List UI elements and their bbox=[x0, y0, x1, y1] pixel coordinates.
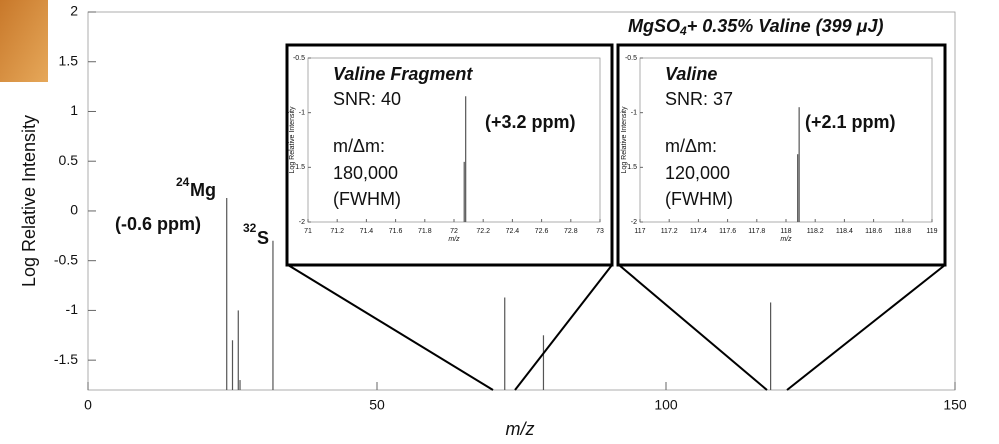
annotation: (FWHM) bbox=[333, 189, 401, 209]
zoom-line bbox=[787, 265, 945, 390]
x-tick-label: 117.4 bbox=[690, 228, 707, 235]
annotation: (FWHM) bbox=[665, 189, 733, 209]
y-tick-label: 0 bbox=[70, 202, 78, 218]
x-tick-label: 100 bbox=[654, 397, 678, 413]
x-tick-label: 117.6 bbox=[719, 228, 736, 235]
title-part: MgSO bbox=[628, 16, 680, 36]
annotation: m/Δm: bbox=[333, 136, 385, 156]
chart-title: MgSO4+ 0.35% Valine (399 μJ) bbox=[628, 16, 883, 38]
y-axis-label: Log Relative Intensity bbox=[19, 115, 39, 287]
y-axis-label: Log Relative Intensity bbox=[621, 106, 628, 173]
y-tick-label: -1 bbox=[299, 110, 305, 117]
zoom-line bbox=[288, 265, 493, 390]
x-tick-label: 71.4 bbox=[360, 228, 374, 235]
annotation: 24 bbox=[176, 175, 190, 189]
annotation: (+3.2 ppm) bbox=[485, 112, 576, 132]
x-tick-label: 118.4 bbox=[836, 228, 853, 235]
x-tick-label: 117.2 bbox=[661, 228, 678, 235]
annotation: SNR: 40 bbox=[333, 89, 401, 109]
x-tick-label: 71.8 bbox=[418, 228, 432, 235]
annotation: S bbox=[257, 228, 269, 248]
x-tick-label: 150 bbox=[943, 397, 967, 413]
annotation: SNR: 37 bbox=[665, 89, 733, 109]
x-tick-label: 72.2 bbox=[476, 228, 490, 235]
x-tick-label: 117 bbox=[634, 228, 645, 235]
x-tick-label: 72.6 bbox=[535, 228, 549, 235]
x-tick-label: 50 bbox=[369, 397, 385, 413]
y-tick-label: 2 bbox=[70, 3, 78, 19]
annotation: 32 bbox=[243, 221, 257, 235]
x-tick-label: 0 bbox=[84, 397, 92, 413]
annotation: Mg bbox=[190, 180, 216, 200]
x-tick-label: 72.4 bbox=[506, 228, 520, 235]
x-tick-label: 73 bbox=[596, 228, 604, 235]
corner-image bbox=[0, 0, 48, 82]
x-axis-label: m/z bbox=[506, 419, 535, 439]
annotation: (+2.1 ppm) bbox=[805, 112, 896, 132]
x-tick-label: 71.2 bbox=[330, 228, 344, 235]
x-tick-label: 117.8 bbox=[748, 228, 765, 235]
x-tick-label: 118.6 bbox=[865, 228, 882, 235]
x-tick-label: 72.8 bbox=[564, 228, 578, 235]
y-tick-label: 1.5 bbox=[59, 52, 79, 68]
x-tick-label: 118.2 bbox=[807, 228, 824, 235]
y-tick-label: 1 bbox=[70, 102, 78, 118]
x-tick-label: 71 bbox=[304, 228, 312, 235]
y-tick-label: -1.5 bbox=[54, 351, 78, 367]
y-tick-label: -1 bbox=[631, 110, 637, 117]
inset-title: Valine Fragment bbox=[333, 64, 473, 84]
y-tick-label: -0.5 bbox=[293, 55, 305, 62]
x-tick-label: 118.8 bbox=[894, 228, 911, 235]
y-tick-label: -0.5 bbox=[54, 251, 78, 267]
y-tick-label: -2 bbox=[631, 219, 637, 226]
x-axis-label: m/z bbox=[448, 236, 460, 243]
inset-title: Valine bbox=[665, 64, 717, 84]
annotation: (-0.6 ppm) bbox=[115, 214, 201, 234]
y-tick-label: -1 bbox=[66, 301, 79, 317]
annotation: 120,000 bbox=[665, 163, 730, 183]
x-tick-label: 119 bbox=[926, 228, 937, 235]
chart: 0 50 100 150 -1.5 -1 -0.5 0 0.5 1 1.5 2 71 71.2 71.4 7… bbox=[0, 0, 999, 444]
x-axis-label: m/z bbox=[780, 236, 792, 243]
annotation: m/Δm: bbox=[665, 136, 717, 156]
annotation: 180,000 bbox=[333, 163, 398, 183]
x-tick-label: 72 bbox=[450, 228, 458, 235]
y-tick-label: -0.5 bbox=[625, 55, 637, 62]
zoom-line bbox=[515, 265, 612, 390]
x-tick-label: 118 bbox=[780, 228, 791, 235]
y-axis-label: Log Relative Intensity bbox=[289, 106, 296, 173]
y-tick-label: -2 bbox=[299, 219, 305, 226]
x-tick-label: 71.6 bbox=[389, 228, 403, 235]
y-tick-label: 0.5 bbox=[59, 152, 79, 168]
zoom-line bbox=[619, 265, 767, 390]
title-part: + 0.35% Valine (399 μJ) bbox=[687, 16, 884, 36]
